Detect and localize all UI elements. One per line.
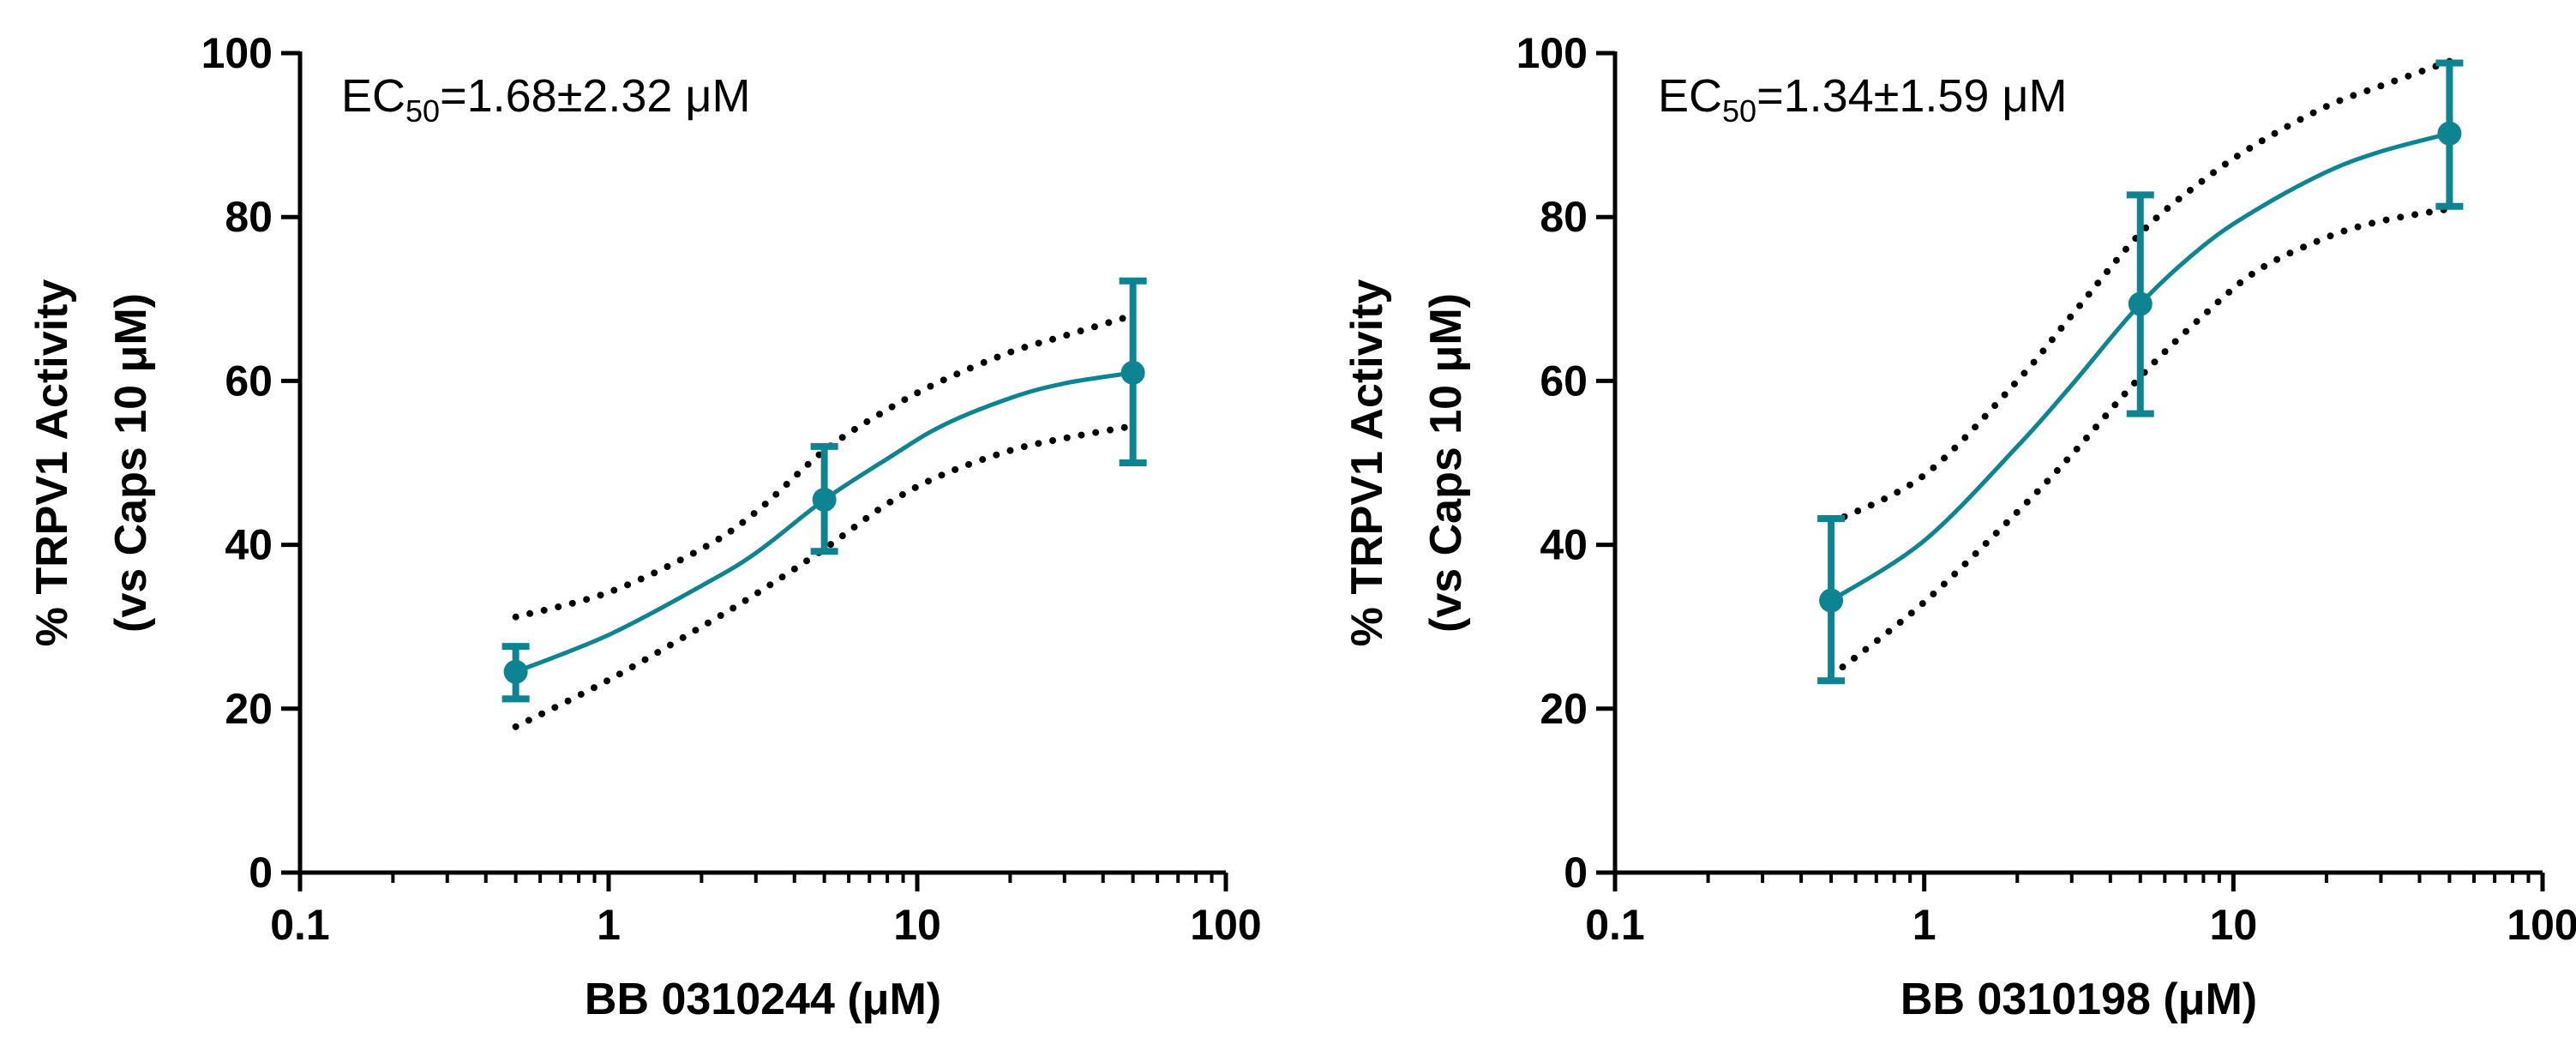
x-tick-label: 10	[893, 901, 941, 949]
ec50-subscript: 50	[405, 93, 440, 129]
x-tick-label: 10	[2210, 901, 2258, 949]
y-tick-label: 100	[1516, 29, 1588, 77]
data-point	[2128, 291, 2153, 316]
x-tick-label: 100	[2507, 901, 2576, 949]
y-tick-label: 40	[225, 521, 273, 569]
y-tick-label: 0	[249, 849, 273, 897]
ec50-value: =1.34±1.59 μM	[1756, 70, 2067, 122]
y-axis-title-line1: % TRPV1 Activity	[1342, 279, 1392, 647]
chart-panel-1: 0 20 40 60 80 100 0.1 1 10 100 BB 0310244 (μM) % TR…	[27, 29, 1262, 1024]
data-point	[503, 659, 528, 684]
y-tick-label: 20	[225, 685, 273, 733]
ec50-annotation: EC50=1.34±1.59 μM	[1658, 70, 2068, 129]
y-tick-label: 80	[1540, 193, 1588, 241]
fit-curve	[514, 370, 1134, 675]
x-tick-label: 0.1	[270, 901, 330, 949]
data-point	[1819, 588, 1844, 613]
y-tick-label: 60	[225, 357, 273, 405]
data-point	[2437, 121, 2462, 146]
y-tick-label: 60	[1540, 357, 1588, 405]
ec50-value: =1.68±2.32 μM	[440, 70, 750, 122]
ec50-annotation: EC50=1.68±2.32 μM	[341, 70, 751, 129]
x-tick-label: 1	[1912, 901, 1937, 949]
chart-panel-2: 0 20 40 60 80 100 0.1 1 10 100 BB 0310198 (μM) % TR…	[1342, 29, 2576, 1024]
data-point	[1120, 360, 1145, 385]
y-axis-title-line1: % TRPV1 Activity	[27, 279, 77, 647]
x-tick-label: 100	[1190, 901, 1261, 949]
y-axis-title-line2: (vs Caps 10 μM)	[1421, 293, 1471, 633]
y-tick-label: 80	[225, 193, 273, 241]
ec50-prefix: EC	[1658, 70, 1722, 122]
ec50-subscript: 50	[1722, 93, 1756, 129]
ec50-prefix: EC	[341, 70, 405, 122]
y-axis-title-line2: (vs Caps 10 μM)	[106, 293, 156, 633]
y-tick-label: 100	[201, 29, 273, 77]
y-tick-label: 20	[1540, 685, 1588, 733]
x-axis-title: BB 0310244 (μM)	[585, 975, 941, 1024]
ci-lower-band	[512, 422, 1137, 730]
x-tick-label: 0.1	[1585, 901, 1645, 949]
ci-upper-band	[512, 311, 1137, 621]
x-tick-label: 1	[597, 901, 621, 949]
ci-lower-band	[1828, 205, 2453, 680]
y-tick-label: 40	[1540, 521, 1588, 569]
y-tick-label: 0	[1564, 849, 1588, 897]
data-point	[812, 488, 837, 513]
x-axis-title: BB 0310198 (μM)	[1900, 975, 2257, 1024]
